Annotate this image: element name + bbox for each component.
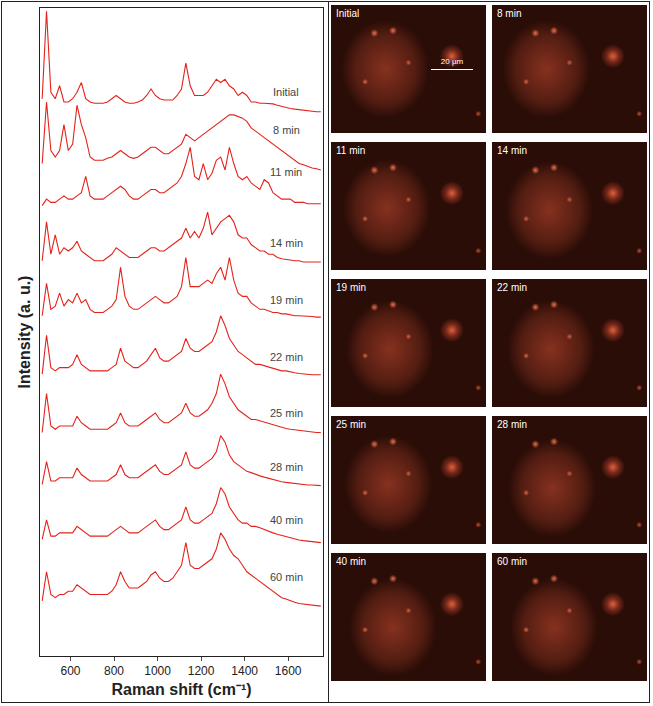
svg-text:60 min: 60 min bbox=[270, 571, 303, 583]
svg-text:22 min: 22 min bbox=[270, 351, 303, 363]
html-text:60 min: 60 min bbox=[497, 556, 527, 567]
svg-text:1200: 1200 bbox=[188, 664, 215, 678]
svg-text:40 min: 40 min bbox=[270, 514, 303, 526]
svg-text:Initial: Initial bbox=[273, 86, 299, 98]
svg-text:19 min: 19 min bbox=[270, 294, 303, 306]
svg-text:25 min: 25 min bbox=[270, 407, 303, 419]
svg-text:8 min: 8 min bbox=[273, 124, 300, 136]
html-text:8 min: 8 min bbox=[497, 8, 522, 19]
html-text:28 min: 28 min bbox=[497, 419, 527, 430]
html-text:20 µm: 20 µm bbox=[440, 57, 464, 66]
svg-text:1000: 1000 bbox=[144, 664, 171, 678]
html-text:40 min: 40 min bbox=[336, 556, 366, 567]
svg-text:28 min: 28 min bbox=[270, 461, 303, 473]
svg-text:600: 600 bbox=[60, 664, 80, 678]
svg-text:11 min: 11 min bbox=[270, 166, 302, 178]
html-text:11 min: 11 min bbox=[336, 145, 366, 156]
html-text:14 min: 14 min bbox=[497, 145, 527, 156]
svg-text:14 min: 14 min bbox=[270, 237, 303, 249]
svg-text:1600: 1600 bbox=[275, 664, 302, 678]
svg-text:Raman shift (cm⁻¹): Raman shift (cm⁻¹) bbox=[111, 681, 251, 698]
html-text:25 min: 25 min bbox=[336, 419, 366, 430]
svg-text:1400: 1400 bbox=[231, 664, 258, 678]
html-text:22 min: 22 min bbox=[497, 282, 527, 293]
svg-text:800: 800 bbox=[104, 664, 124, 678]
html-text:Initial: Initial bbox=[336, 8, 360, 19]
svg-text:Intensity (a. u.): Intensity (a. u.) bbox=[16, 276, 33, 389]
html-text:19 min: 19 min bbox=[336, 282, 366, 293]
